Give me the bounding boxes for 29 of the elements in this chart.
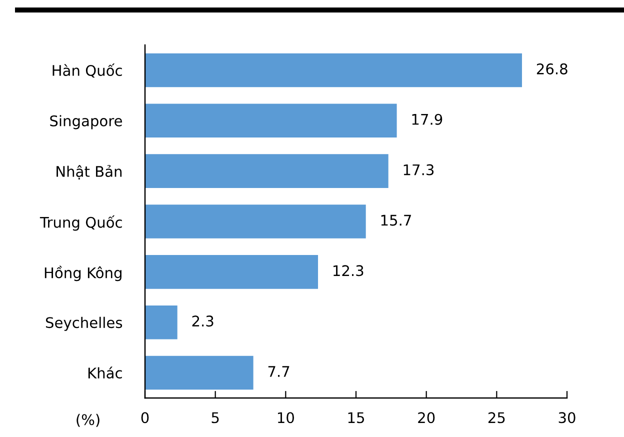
y-tick-label: Trung Quốc bbox=[40, 215, 122, 231]
y-tick-label: Hàn Quốc bbox=[52, 63, 122, 78]
bar bbox=[145, 204, 366, 238]
y-tick-label: Nhật Bản bbox=[56, 164, 122, 180]
bar bbox=[145, 255, 318, 289]
data-label: 7.7 bbox=[268, 366, 290, 377]
bar bbox=[145, 104, 397, 138]
bar bbox=[145, 356, 254, 390]
data-label: 2.3 bbox=[192, 316, 214, 327]
bar bbox=[145, 305, 178, 340]
y-tick-label: Khác bbox=[88, 366, 122, 379]
x-tick-label: 25 bbox=[488, 412, 505, 424]
x-tick-label: 20 bbox=[418, 412, 435, 424]
x-tick-label: 10 bbox=[278, 412, 294, 424]
x-tick-label: 15 bbox=[348, 412, 364, 424]
x-tick-label: 5 bbox=[212, 412, 219, 424]
data-label: 15.7 bbox=[381, 214, 411, 226]
bar bbox=[145, 154, 388, 188]
y-tick-label: Singapore bbox=[50, 115, 122, 130]
x-tick-label: 0 bbox=[141, 412, 149, 424]
x-axis-title: (%) bbox=[76, 414, 100, 427]
data-label: 12.3 bbox=[334, 265, 364, 276]
bar bbox=[145, 53, 522, 88]
data-label: 17.9 bbox=[412, 114, 442, 125]
data-label: 26.8 bbox=[536, 63, 568, 74]
y-tick-label: Seychelles bbox=[46, 316, 122, 331]
x-tick-label: 30 bbox=[558, 412, 576, 424]
data-label: 17.3 bbox=[404, 164, 434, 176]
y-tick-label: Hồng Kông bbox=[44, 266, 122, 282]
